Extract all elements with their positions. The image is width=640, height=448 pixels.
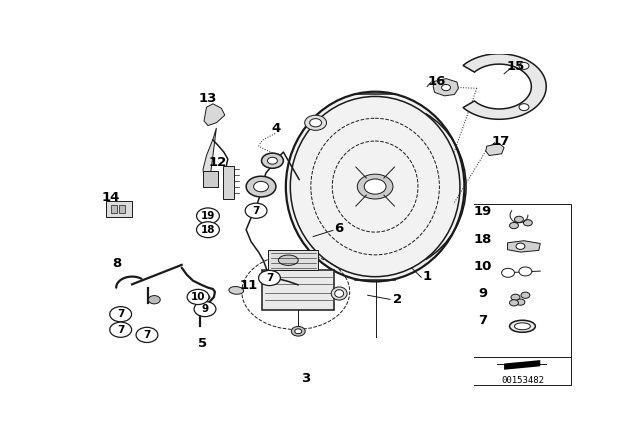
Ellipse shape bbox=[332, 287, 347, 300]
Text: 7: 7 bbox=[478, 314, 487, 327]
Ellipse shape bbox=[278, 255, 298, 265]
Text: 9: 9 bbox=[202, 304, 209, 314]
Circle shape bbox=[364, 179, 386, 194]
Text: 2: 2 bbox=[393, 293, 402, 306]
Text: 14: 14 bbox=[102, 191, 120, 204]
FancyBboxPatch shape bbox=[118, 204, 125, 213]
Text: 1: 1 bbox=[422, 270, 432, 283]
Ellipse shape bbox=[335, 290, 344, 297]
Text: 10: 10 bbox=[191, 292, 205, 302]
Circle shape bbox=[357, 174, 393, 199]
Ellipse shape bbox=[229, 287, 244, 294]
Text: 00153482: 00153482 bbox=[501, 376, 545, 385]
Circle shape bbox=[442, 85, 451, 90]
Text: 7: 7 bbox=[143, 330, 150, 340]
Ellipse shape bbox=[509, 320, 535, 332]
Ellipse shape bbox=[196, 294, 210, 301]
Circle shape bbox=[502, 268, 515, 277]
Text: 19: 19 bbox=[474, 205, 492, 218]
Polygon shape bbox=[433, 78, 458, 96]
Text: 7: 7 bbox=[117, 309, 124, 319]
Circle shape bbox=[295, 329, 301, 334]
Text: 9: 9 bbox=[478, 287, 487, 300]
Polygon shape bbox=[203, 128, 216, 186]
Text: 7: 7 bbox=[266, 273, 273, 283]
Circle shape bbox=[515, 216, 524, 223]
Circle shape bbox=[516, 243, 525, 250]
Circle shape bbox=[259, 271, 280, 285]
Text: 7: 7 bbox=[252, 206, 260, 216]
Text: 19: 19 bbox=[201, 211, 215, 221]
Text: 5: 5 bbox=[198, 337, 207, 350]
Text: 12: 12 bbox=[209, 156, 227, 169]
Circle shape bbox=[291, 327, 305, 336]
Circle shape bbox=[196, 208, 220, 224]
Circle shape bbox=[245, 203, 267, 218]
Circle shape bbox=[310, 119, 321, 127]
Circle shape bbox=[509, 300, 518, 306]
Ellipse shape bbox=[286, 92, 465, 281]
Circle shape bbox=[187, 289, 209, 305]
Circle shape bbox=[196, 222, 220, 237]
Text: 15: 15 bbox=[506, 60, 525, 73]
Circle shape bbox=[519, 62, 529, 69]
Circle shape bbox=[519, 267, 532, 276]
Ellipse shape bbox=[515, 323, 531, 330]
Circle shape bbox=[305, 115, 326, 130]
Polygon shape bbox=[463, 54, 546, 119]
Circle shape bbox=[268, 157, 277, 164]
Text: 16: 16 bbox=[428, 75, 446, 88]
Circle shape bbox=[262, 153, 284, 168]
Text: 6: 6 bbox=[334, 223, 344, 236]
Polygon shape bbox=[508, 241, 540, 252]
Text: 18: 18 bbox=[474, 233, 492, 246]
Text: 7: 7 bbox=[117, 325, 124, 335]
Circle shape bbox=[521, 292, 530, 298]
Circle shape bbox=[148, 296, 160, 304]
Circle shape bbox=[253, 181, 269, 192]
Circle shape bbox=[509, 223, 518, 228]
Circle shape bbox=[519, 103, 529, 111]
Polygon shape bbox=[486, 143, 504, 155]
Circle shape bbox=[524, 220, 532, 226]
FancyBboxPatch shape bbox=[203, 171, 218, 186]
Text: 3: 3 bbox=[301, 371, 310, 384]
FancyBboxPatch shape bbox=[111, 204, 116, 213]
Circle shape bbox=[511, 294, 520, 301]
Circle shape bbox=[194, 302, 216, 317]
Polygon shape bbox=[504, 360, 540, 370]
Circle shape bbox=[110, 322, 132, 337]
Polygon shape bbox=[204, 104, 225, 125]
FancyBboxPatch shape bbox=[262, 270, 334, 310]
Text: 10: 10 bbox=[474, 260, 492, 273]
Text: 13: 13 bbox=[199, 92, 217, 105]
Circle shape bbox=[110, 306, 132, 322]
Circle shape bbox=[136, 327, 158, 342]
Text: 4: 4 bbox=[271, 122, 280, 135]
Text: 17: 17 bbox=[492, 135, 509, 148]
Text: 11: 11 bbox=[239, 279, 258, 292]
Text: 8: 8 bbox=[113, 257, 122, 270]
FancyBboxPatch shape bbox=[269, 250, 318, 270]
Circle shape bbox=[516, 299, 525, 305]
FancyBboxPatch shape bbox=[106, 202, 132, 216]
Text: 18: 18 bbox=[201, 225, 215, 235]
FancyBboxPatch shape bbox=[223, 166, 234, 198]
Circle shape bbox=[246, 176, 276, 197]
